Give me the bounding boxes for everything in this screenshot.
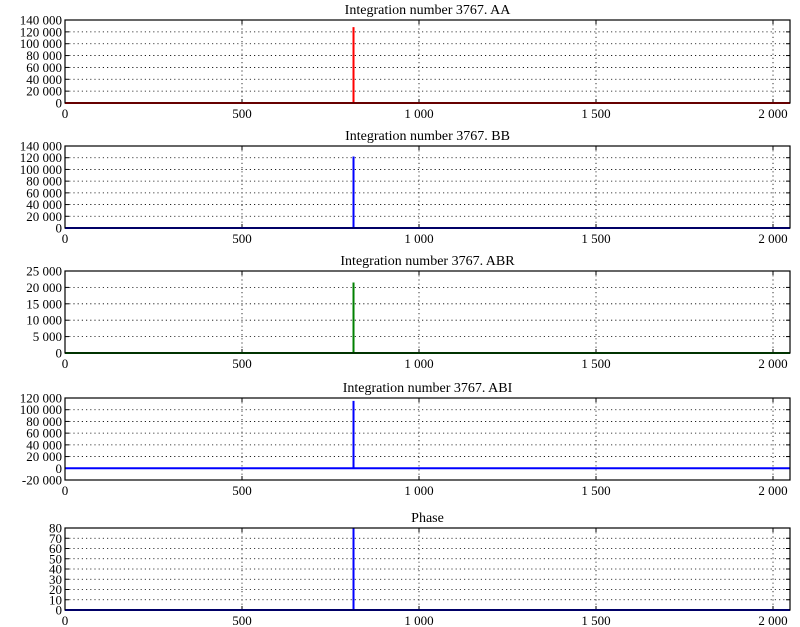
- x-tick-label: 1 500: [581, 106, 610, 121]
- x-tick-label: 0: [62, 106, 69, 121]
- x-tick-label: 2 000: [758, 106, 787, 121]
- x-tick-label: 1 000: [404, 613, 433, 627]
- chart-title: Integration number 3767. ABI: [343, 381, 513, 396]
- x-tick-label: 0: [62, 613, 69, 627]
- y-tick-label: 0: [56, 603, 63, 618]
- y-tick-label: 10 000: [26, 313, 62, 328]
- chart-title: Integration number 3767. ABR: [340, 254, 515, 269]
- y-tick-label: 40 000: [26, 197, 62, 212]
- y-tick-label: 5 000: [33, 329, 62, 344]
- y-tick-label: 20 000: [26, 280, 62, 295]
- y-tick-label: 25 000: [26, 264, 62, 279]
- chart-title: Phase: [411, 511, 444, 526]
- y-tick-label: 15 000: [26, 296, 62, 311]
- y-tick-label: 0: [56, 221, 63, 236]
- x-tick-label: 1 500: [581, 613, 610, 627]
- plot-frame: [64, 145, 791, 229]
- y-tick-label: 80 000: [26, 174, 62, 189]
- x-tick-label: 500: [232, 356, 252, 371]
- chart-title: Integration number 3767. AA: [345, 3, 512, 18]
- y-tick-label: 60 000: [26, 185, 62, 200]
- y-tick-label: 80: [49, 521, 62, 536]
- x-tick-label: 500: [232, 106, 252, 121]
- x-tick-label: 1 000: [404, 106, 433, 121]
- plot-frame: [64, 270, 791, 354]
- x-tick-label: 1 000: [404, 231, 433, 246]
- x-tick-label: 500: [232, 613, 252, 627]
- y-tick-label: 60 000: [26, 60, 62, 75]
- x-tick-label: 1 000: [404, 356, 433, 371]
- x-tick-label: 2 000: [758, 483, 787, 498]
- y-tick-label: 80 000: [26, 48, 62, 63]
- x-tick-label: 2 000: [758, 231, 787, 246]
- plot-frame: [64, 527, 791, 611]
- x-tick-label: 1 500: [581, 483, 610, 498]
- y-tick-label: 10: [49, 592, 62, 607]
- y-tick-label: 120 000: [20, 391, 62, 406]
- y-tick-label: -20 000: [22, 473, 62, 488]
- x-tick-label: 2 000: [758, 613, 787, 627]
- x-tick-label: 500: [232, 483, 252, 498]
- y-tick-label: 140 000: [20, 13, 62, 28]
- y-tick-label: 140 000: [20, 139, 62, 154]
- y-tick-label: 100 000: [20, 162, 62, 177]
- x-tick-label: 0: [62, 231, 69, 246]
- x-tick-label: 1 500: [581, 356, 610, 371]
- y-tick-label: 80 000: [26, 414, 62, 429]
- y-tick-label: 20 000: [26, 209, 62, 224]
- x-tick-label: 500: [232, 231, 252, 246]
- y-tick-label: 0: [56, 461, 63, 476]
- plot-frame: [64, 397, 791, 481]
- x-tick-label: 1 500: [581, 231, 610, 246]
- x-tick-label: 1 000: [404, 483, 433, 498]
- plot-frame: [64, 19, 791, 104]
- y-tick-label: 30: [49, 572, 62, 587]
- y-tick-label: 0: [56, 346, 63, 361]
- y-tick-label: 0: [56, 96, 63, 111]
- y-tick-label: 50: [49, 551, 62, 566]
- y-tick-label: 120 000: [20, 150, 62, 165]
- y-tick-label: 70: [49, 531, 62, 546]
- y-tick-label: 120 000: [20, 24, 62, 39]
- x-tick-label: 0: [62, 356, 69, 371]
- chart-title: Integration number 3767. BB: [345, 129, 510, 144]
- y-tick-label: 20 000: [26, 449, 62, 464]
- y-tick-label: 100 000: [20, 36, 62, 51]
- y-tick-label: 20: [49, 582, 62, 597]
- y-tick-label: 60 000: [26, 426, 62, 441]
- x-tick-label: 2 000: [758, 356, 787, 371]
- y-tick-label: 60: [49, 541, 62, 556]
- y-tick-label: 100 000: [20, 402, 62, 417]
- y-tick-label: 40 000: [26, 437, 62, 452]
- x-tick-label: 0: [62, 483, 69, 498]
- y-tick-label: 40 000: [26, 72, 62, 87]
- y-tick-label: 40: [49, 562, 62, 577]
- y-tick-label: 20 000: [26, 84, 62, 99]
